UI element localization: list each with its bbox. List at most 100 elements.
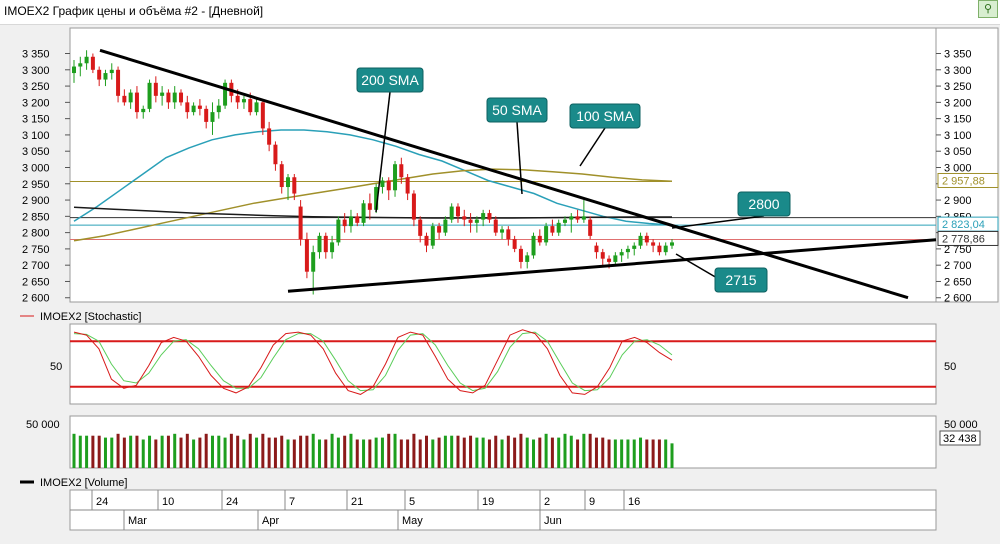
candle-body[interactable] xyxy=(367,203,372,210)
candle-body[interactable] xyxy=(260,102,265,129)
candle-body[interactable] xyxy=(90,56,95,70)
candle-body[interactable] xyxy=(235,95,240,103)
candle-body[interactable] xyxy=(588,219,593,236)
candle-body[interactable] xyxy=(273,144,278,165)
candle-body[interactable] xyxy=(481,213,486,220)
candle-body[interactable] xyxy=(254,102,259,113)
candle-body[interactable] xyxy=(304,239,309,272)
candle-body[interactable] xyxy=(411,193,416,220)
candle-body[interactable] xyxy=(311,252,316,272)
candle-body[interactable] xyxy=(336,219,341,243)
candle-body[interactable] xyxy=(512,239,517,249)
candle-body[interactable] xyxy=(248,99,253,113)
candle-body[interactable] xyxy=(613,255,618,262)
stoch-panel[interactable] xyxy=(69,323,937,405)
candle-body[interactable] xyxy=(147,82,152,109)
candle-body[interactable] xyxy=(317,235,322,253)
candle-body[interactable] xyxy=(644,235,649,243)
candle-body[interactable] xyxy=(518,248,523,262)
candle-body[interactable] xyxy=(103,73,108,80)
candle-body[interactable] xyxy=(141,108,146,113)
candle-body[interactable] xyxy=(537,235,542,243)
candle-body[interactable] xyxy=(651,242,656,246)
candle-body[interactable] xyxy=(393,164,398,191)
candle-body[interactable] xyxy=(430,226,435,246)
candle-body[interactable] xyxy=(216,105,221,113)
candle-body[interactable] xyxy=(191,105,196,113)
candle-body[interactable] xyxy=(78,63,83,67)
candle-body[interactable] xyxy=(670,242,674,246)
candle-body[interactable] xyxy=(443,219,448,233)
volume-bar xyxy=(173,433,177,468)
candle-body[interactable] xyxy=(487,213,492,220)
candle-body[interactable] xyxy=(506,229,511,240)
candle-body[interactable] xyxy=(544,226,549,243)
candle-body[interactable] xyxy=(134,92,139,113)
candle-body[interactable] xyxy=(594,245,599,253)
candle-body[interactable] xyxy=(625,248,630,253)
candle-body[interactable] xyxy=(474,219,479,223)
candle-body[interactable] xyxy=(449,206,454,220)
candle-body[interactable] xyxy=(348,216,353,227)
candle-body[interactable] xyxy=(122,95,127,103)
candle-body[interactable] xyxy=(292,177,297,194)
candle-body[interactable] xyxy=(185,102,190,113)
candle-body[interactable] xyxy=(575,216,580,220)
candle-body[interactable] xyxy=(286,177,291,188)
candle-body[interactable] xyxy=(179,92,184,103)
candle-body[interactable] xyxy=(493,219,498,233)
candle-body[interactable] xyxy=(223,82,228,106)
candle-body[interactable] xyxy=(550,226,555,233)
candle-body[interactable] xyxy=(72,66,76,74)
candle-body[interactable] xyxy=(84,56,89,64)
candle-body[interactable] xyxy=(323,235,328,253)
candle-body[interactable] xyxy=(153,82,158,96)
candle-body[interactable] xyxy=(361,203,366,223)
candle-body[interactable] xyxy=(204,108,209,122)
link-icon[interactable]: ⚲ xyxy=(978,0,998,18)
candle-body[interactable] xyxy=(330,242,335,253)
candle-body[interactable] xyxy=(607,258,612,262)
candle-body[interactable] xyxy=(600,252,605,259)
candle-body[interactable] xyxy=(116,69,121,96)
candle-body[interactable] xyxy=(210,112,215,122)
candle-body[interactable] xyxy=(399,164,404,178)
candle-body[interactable] xyxy=(500,229,505,233)
candle-body[interactable] xyxy=(172,92,177,103)
candle-body[interactable] xyxy=(455,206,460,217)
candle-body[interactable] xyxy=(562,219,567,223)
candle-body[interactable] xyxy=(279,164,284,188)
candle-body[interactable] xyxy=(160,92,165,96)
candle-body[interactable] xyxy=(525,255,530,262)
candle-body[interactable] xyxy=(166,92,171,103)
candle-body[interactable] xyxy=(405,177,410,194)
price-panel[interactable] xyxy=(69,27,937,303)
candle-body[interactable] xyxy=(581,216,586,220)
candle-body[interactable] xyxy=(97,69,102,80)
candle-body[interactable] xyxy=(468,219,473,223)
candle-body[interactable] xyxy=(386,180,391,191)
candle-body[interactable] xyxy=(374,187,379,210)
candle-body[interactable] xyxy=(462,216,467,220)
candle-body[interactable] xyxy=(424,235,429,246)
candle-body[interactable] xyxy=(342,219,347,227)
candle-body[interactable] xyxy=(418,219,423,236)
candle-body[interactable] xyxy=(663,245,668,253)
candle-body[interactable] xyxy=(380,180,385,188)
candle-body[interactable] xyxy=(632,245,637,249)
candle-body[interactable] xyxy=(657,245,662,253)
candle-body[interactable] xyxy=(569,216,574,220)
candle-body[interactable] xyxy=(298,206,303,240)
candle-body[interactable] xyxy=(197,105,202,109)
candle-body[interactable] xyxy=(355,216,360,223)
candle-body[interactable] xyxy=(638,235,643,246)
candle-body[interactable] xyxy=(531,235,536,256)
volume-bar xyxy=(456,435,460,468)
candle-body[interactable] xyxy=(241,99,246,103)
candle-body[interactable] xyxy=(109,69,114,74)
candle-body[interactable] xyxy=(128,92,133,103)
candle-body[interactable] xyxy=(619,252,624,256)
candle-body[interactable] xyxy=(556,222,561,233)
candle-body[interactable] xyxy=(267,128,272,145)
candle-body[interactable] xyxy=(437,226,442,233)
